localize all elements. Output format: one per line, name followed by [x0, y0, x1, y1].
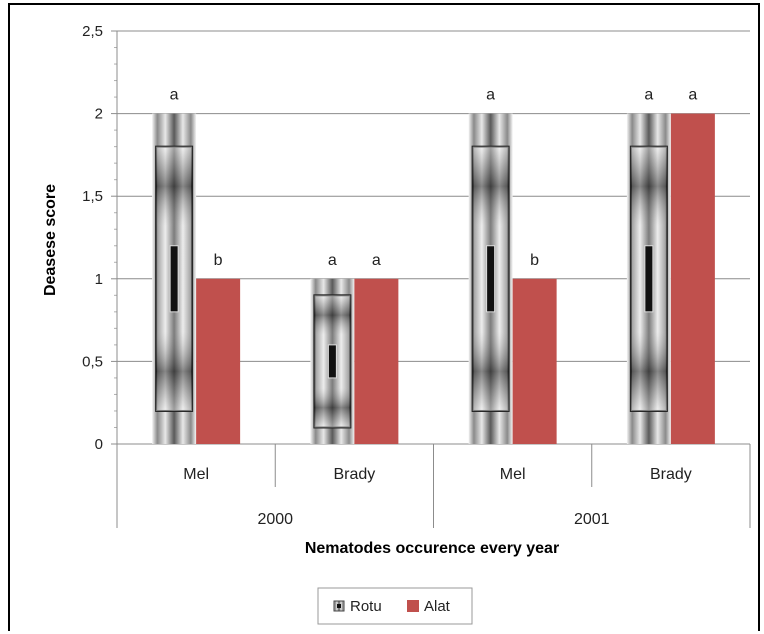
bars — [152, 113, 715, 444]
labels: 0 0,5 1 1,5 2 2,5 Mel Brady Mel Brady 2000 2001 a b a a… — [82, 23, 697, 528]
y-tick-label: 0,5 — [82, 353, 103, 370]
y-tick-label: 2,5 — [82, 23, 103, 40]
legend-swatch-rotu — [333, 600, 345, 612]
group-label: 2000 — [257, 511, 293, 528]
significance-letter: b — [214, 252, 223, 269]
group-label: 2001 — [574, 511, 610, 528]
category-label: Mel — [500, 466, 526, 483]
legend: Rotu Alat — [317, 587, 473, 625]
bar-rotu-core — [327, 344, 337, 379]
x-axis-title: Nematodes occurence every year — [305, 540, 559, 557]
y-tick-label: 0 — [95, 436, 103, 453]
significance-letter: b — [530, 252, 539, 269]
bar-rotu — [626, 113, 671, 444]
bar-rotu — [468, 113, 513, 444]
category-label: Mel — [183, 466, 209, 483]
legend-label-alat: Alat — [424, 598, 451, 615]
bar-alat — [670, 113, 715, 444]
y-tick-label: 1 — [95, 271, 103, 288]
category-label: Brady — [650, 466, 692, 483]
bar-rotu — [152, 113, 197, 444]
significance-letter: a — [688, 87, 697, 104]
category-label: Brady — [333, 466, 375, 483]
bar-rotu — [310, 278, 355, 444]
significance-letter: a — [328, 252, 337, 269]
bar-rotu-core — [644, 245, 654, 313]
y-tick-label: 1,5 — [82, 188, 103, 205]
significance-letter: a — [372, 252, 381, 269]
chart-frame — [8, 3, 760, 631]
significance-letter: a — [486, 87, 495, 104]
y-axis-title: Deasese score — [42, 184, 59, 296]
bar-alat — [512, 278, 557, 444]
legend-swatch-rotu-core — [337, 604, 341, 608]
y-tick-label: 2 — [95, 106, 103, 123]
legend-swatch-alat — [407, 600, 419, 612]
bar-rotu-core — [486, 245, 496, 313]
significance-letter: a — [644, 87, 653, 104]
legend-label-rotu: Rotu — [350, 598, 382, 615]
bar-rotu-core — [169, 245, 179, 313]
bar-alat — [354, 278, 399, 444]
bar-alat — [196, 278, 241, 444]
significance-letter: a — [170, 87, 179, 104]
